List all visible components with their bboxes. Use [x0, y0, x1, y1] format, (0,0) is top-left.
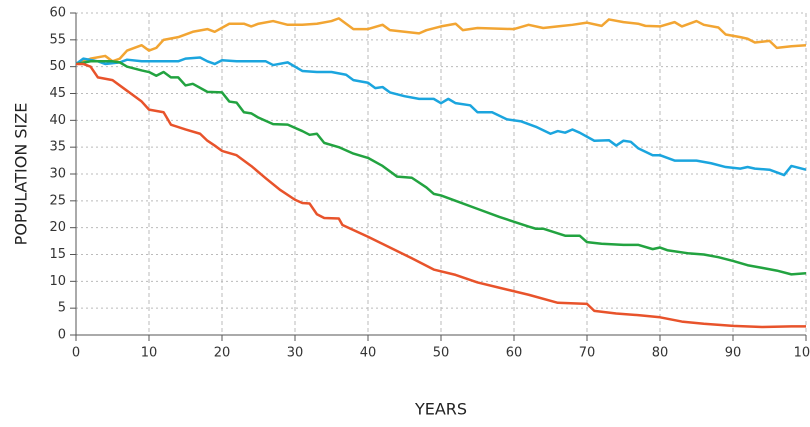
- x-tick-label: 30: [287, 346, 304, 361]
- y-tick-label: 35: [49, 140, 66, 155]
- line-series: [76, 62, 806, 329]
- y-tick-label: 40: [49, 113, 66, 128]
- y-tick-label: 50: [49, 59, 66, 74]
- x-axis-title: YEARS: [414, 400, 467, 419]
- y-tick-label: 25: [49, 193, 66, 208]
- x-tick-label: 70: [579, 346, 596, 361]
- x-tick-label: 90: [725, 346, 742, 361]
- line-series: [75, 17, 807, 66]
- x-tick-label: 10: [141, 346, 158, 361]
- x-tick-label: 80: [652, 346, 669, 361]
- x-tick-label: 50: [433, 346, 450, 361]
- y-tick-label: 5: [58, 301, 66, 316]
- line-series: [75, 60, 807, 276]
- y-tick-label: 20: [49, 220, 66, 235]
- y-tick-label: 30: [49, 167, 66, 182]
- y-tick-label: 0: [58, 328, 66, 343]
- x-tick-label: 60: [506, 346, 523, 361]
- x-tick-label: 40: [360, 346, 377, 361]
- y-tick-label: 45: [49, 86, 66, 101]
- x-tick-label: 0: [72, 346, 80, 361]
- y-tick-label: 60: [49, 6, 66, 21]
- y-tick-label: 15: [49, 247, 66, 262]
- y-axis-title: POPULATION SIZE: [12, 103, 31, 246]
- y-tick-label: 55: [49, 32, 66, 47]
- line-series: [75, 56, 807, 177]
- y-tick-label: 10: [49, 274, 66, 289]
- x-tick-label: 20: [214, 346, 231, 361]
- x-tick-label: 100: [794, 346, 810, 361]
